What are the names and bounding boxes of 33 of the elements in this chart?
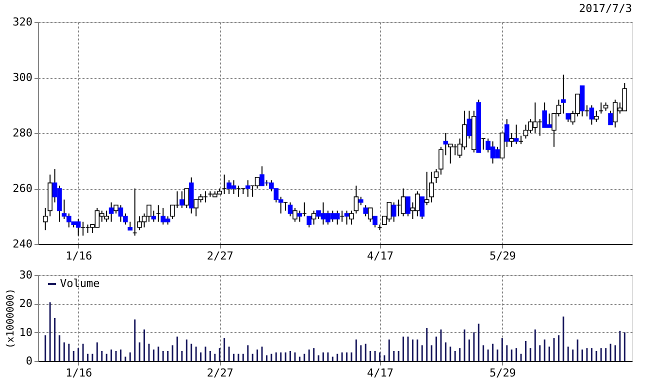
x-tick-label: 4/17 bbox=[366, 366, 394, 380]
candlestick bbox=[184, 188, 190, 208]
candlestick bbox=[368, 207, 373, 222]
y-tick-label: 300 bbox=[12, 71, 32, 84]
candlestick bbox=[612, 99, 618, 128]
y-tick-label: 30 bbox=[19, 268, 32, 282]
x-tick-label: 1/16 bbox=[66, 366, 92, 380]
x-tick-label: 2/27 bbox=[206, 250, 234, 262]
x-tick-label: 4/17 bbox=[366, 250, 394, 262]
candlestick bbox=[311, 210, 316, 226]
y-axis-title: (x1000000) bbox=[5, 288, 16, 349]
x-tick-label: 1/16 bbox=[66, 250, 92, 262]
y-tick-label: 20 bbox=[19, 297, 32, 310]
y-tick-label: 240 bbox=[12, 238, 32, 250]
candlestick bbox=[429, 171, 434, 203]
x-tick-label: 5/29 bbox=[489, 250, 516, 262]
y-tick-label: 280 bbox=[12, 126, 32, 140]
candlestick bbox=[400, 188, 406, 217]
y-tick-label: 0 bbox=[26, 354, 32, 368]
y-tick-label: 320 bbox=[12, 16, 32, 28]
candlestick bbox=[363, 204, 368, 217]
chart-subtitle: 2017/7/3 bbox=[579, 2, 632, 15]
candlestick bbox=[448, 144, 453, 164]
y-tick-label: 10 bbox=[19, 326, 32, 339]
y-tick-label: 260 bbox=[12, 182, 32, 195]
legend-label: Volume bbox=[60, 277, 100, 290]
x-tick-label: 2/27 bbox=[206, 366, 234, 380]
x-tick-label: 5/29 bbox=[489, 366, 516, 380]
candlestick bbox=[245, 180, 250, 198]
candlestick bbox=[391, 202, 396, 222]
candlestick bbox=[254, 176, 260, 189]
candlestick bbox=[594, 110, 599, 122]
candlestick bbox=[509, 132, 514, 148]
